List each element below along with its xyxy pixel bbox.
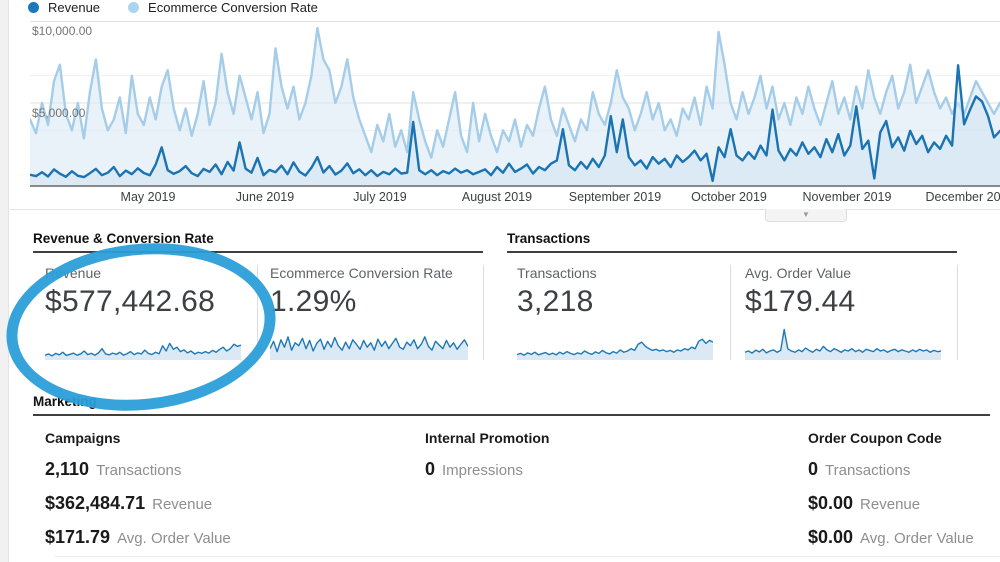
x-axis-tick-label: September 2019 <box>568 190 662 204</box>
metric-row: $171.79 Avg. Order Value <box>45 527 231 548</box>
metric-label: Revenue <box>152 496 213 513</box>
column-header: Campaigns <box>45 430 121 446</box>
metric-row: 0 Impressions <box>425 459 549 480</box>
section-title-marketing: Marketing <box>33 394 990 416</box>
next-section-divider <box>55 556 1000 557</box>
scorecard-value: $577,442.68 <box>45 285 216 318</box>
card-divider <box>257 265 258 360</box>
timeseries-plot[interactable] <box>30 21 1000 185</box>
scorecard-value: 1.29% <box>270 285 357 318</box>
scorecard-conversion-rate[interactable]: Ecommerce Conversion Rate 1.29% <box>270 265 468 360</box>
conversion-sparkline <box>270 328 468 360</box>
scorecard-avg-order-value[interactable]: Avg. Order Value $179.44 <box>745 265 941 360</box>
scorecard-label: Ecommerce Conversion Rate <box>270 265 453 281</box>
card-divider <box>730 265 731 360</box>
revenue-sparkline <box>45 328 241 360</box>
scorecard-value: $179.44 <box>745 285 856 318</box>
y-axis-tick-10000: $10,000.00 <box>32 24 93 38</box>
chart-legend: Revenue Ecommerce Conversion Rate <box>28 0 318 15</box>
aov-sparkline <box>745 328 941 360</box>
x-axis-tick-label: October 2019 <box>691 190 767 204</box>
x-axis-tick-label: November 2019 <box>802 190 892 204</box>
scorecard-transactions[interactable]: Transactions 3,218 <box>517 265 713 360</box>
marketing-column-campaigns: Campaigns 2,110 Transactions $362,484.71 R… <box>45 430 231 548</box>
x-axis-labels: May 2019 June 2019 July 2019 August 2019 Sep… <box>30 190 1000 206</box>
metric-value: 2,110 <box>45 459 90 479</box>
conversion-series-dot-icon <box>128 2 140 13</box>
metric-row: $362,484.71 Revenue <box>45 493 231 514</box>
marketing-column-internal-promotion: Internal Promotion 0 Impressions <box>425 430 549 480</box>
x-axis-tick-label: July 2019 <box>353 190 407 204</box>
metric-row: $0.00 Avg. Order Value <box>808 527 974 548</box>
section-title-transactions: Transactions <box>507 231 957 253</box>
legend-label-conversion-rate: Ecommerce Conversion Rate <box>148 0 318 15</box>
column-header: Internal Promotion <box>425 430 550 446</box>
card-divider <box>957 265 958 360</box>
metric-value: $0.00 <box>808 527 854 547</box>
legend-item-revenue: Revenue <box>28 0 100 15</box>
metric-value: $0.00 <box>808 493 854 513</box>
metric-label: Transactions <box>825 462 911 479</box>
chevron-down-icon: ▼ <box>802 210 810 219</box>
metric-value: $362,484.71 <box>45 493 146 513</box>
revenue-series-dot-icon <box>28 2 39 13</box>
metric-label: Avg. Order Value <box>117 530 231 547</box>
transactions-sparkline <box>517 328 713 360</box>
scorecard-value: 3,218 <box>517 285 594 318</box>
metric-label: Impressions <box>442 462 523 479</box>
marketing-column-order-coupon-code: Order Coupon Code 0 Transactions $0.00 Rev… <box>808 430 974 548</box>
x-axis-tick-label: December 2019 <box>925 190 1000 204</box>
metric-value: $171.79 <box>45 527 111 547</box>
scorecard-label: Revenue <box>45 265 102 281</box>
metric-row: $0.00 Revenue <box>808 493 974 514</box>
y-axis-tick-5000: $5,000.00 <box>32 106 86 120</box>
legend-label-revenue: Revenue <box>48 0 101 15</box>
metric-value: 0 <box>425 459 436 479</box>
legend-item-conversion-rate: Ecommerce Conversion Rate <box>128 0 318 15</box>
metric-row: 2,110 Transactions <box>45 459 231 480</box>
x-axis-tick-label: May 2019 <box>120 190 176 204</box>
metric-row: 0 Transactions <box>808 459 974 480</box>
x-axis-tick-label: June 2019 <box>235 190 295 204</box>
chart-collapse-button[interactable]: ▼ <box>765 209 847 222</box>
scorecard-revenue[interactable]: Revenue $577,442.68 <box>45 265 241 360</box>
x-axis-tick-label: August 2019 <box>461 190 533 204</box>
metric-value: 0 <box>808 459 819 479</box>
column-header: Order Coupon Code <box>808 430 942 446</box>
timeseries-chart[interactable]: $10,000.00 $5,000.00 <box>30 21 1000 187</box>
scorecard-label: Avg. Order Value <box>745 265 852 281</box>
metric-label: Avg. Order Value <box>860 530 974 547</box>
metric-label: Transactions <box>96 462 182 479</box>
section-title-revenue-conversion: Revenue & Conversion Rate <box>33 231 483 253</box>
chart-bottom-divider <box>10 209 1000 210</box>
scorecard-label: Transactions <box>517 265 597 281</box>
left-edge-panel <box>0 0 9 562</box>
metric-label: Revenue <box>860 496 921 513</box>
card-divider <box>483 265 484 360</box>
